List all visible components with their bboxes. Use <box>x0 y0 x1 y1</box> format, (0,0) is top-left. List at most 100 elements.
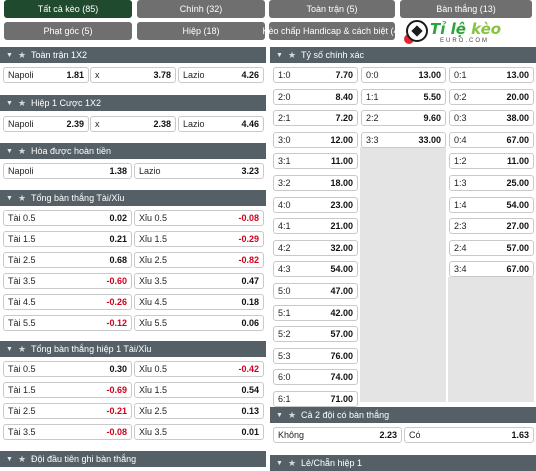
chevron-down-icon[interactable]: ▼ <box>276 459 283 467</box>
odds-cell-over[interactable]: Tài 5.5 -0.12 <box>3 315 132 331</box>
score-cell[interactable]: 1:2 11.00 <box>449 153 534 169</box>
section-header-odd-even-half1[interactable]: ▼ ★ Lẻ/Chẵn hiệp 1 <box>270 455 536 471</box>
chevron-down-icon[interactable]: ▼ <box>6 99 13 107</box>
score-cell[interactable]: 2:3 27.00 <box>449 218 534 234</box>
score-cell[interactable]: 1:4 54.00 <box>449 197 534 213</box>
score-cell[interactable]: 3:2 18.00 <box>273 175 358 191</box>
score-cell[interactable]: 5:0 47.00 <box>273 283 358 299</box>
score-cell[interactable]: 0:0 13.00 <box>361 67 446 83</box>
section-header-draw-no-bet[interactable]: ▼ ★ Hòa được hoàn tiền <box>0 143 266 159</box>
odds-cell-under[interactable]: Xỉu 3.5 0.01 <box>134 424 264 440</box>
chevron-down-icon[interactable]: ▼ <box>276 51 283 59</box>
score-cell[interactable]: 0:3 38.00 <box>449 110 534 126</box>
odds-cell-under[interactable]: Xỉu 5.5 0.06 <box>134 315 264 331</box>
tab-corners[interactable]: Phạt góc (5) <box>4 22 132 40</box>
score-cell[interactable]: 5:2 57.00 <box>273 326 358 342</box>
score-cell[interactable]: 4:3 54.00 <box>273 261 358 277</box>
odds-label: 2:3 <box>454 221 467 231</box>
tab-full-match[interactable]: Toàn trận (5) <box>269 0 395 18</box>
score-cell[interactable]: 3:4 67.00 <box>449 261 534 277</box>
star-icon[interactable]: ★ <box>17 97 27 108</box>
score-cell[interactable]: 3:1 11.00 <box>273 153 358 169</box>
odds-cell-over[interactable]: Tài 0.5 0.02 <box>3 210 132 226</box>
score-cell[interactable]: 6:0 74.00 <box>273 369 358 385</box>
odds-cell-under[interactable]: Xỉu 3.5 0.47 <box>134 273 264 289</box>
score-cell[interactable]: 4:2 32.00 <box>273 240 358 256</box>
odds-cell-over[interactable]: Tài 0.5 0.30 <box>3 361 132 377</box>
odds-value: 2.38 <box>153 119 171 129</box>
score-cell[interactable]: 5:1 42.00 <box>273 305 358 321</box>
chevron-down-icon[interactable]: ▼ <box>6 455 13 463</box>
section-header-total-goals[interactable]: ▼ ★ Tổng bàn thắng Tài/Xỉu <box>0 190 266 206</box>
score-cell[interactable]: 2:4 57.00 <box>449 240 534 256</box>
odds-cell-away[interactable]: Lazio 4.46 <box>178 116 264 132</box>
odds-cell-no[interactable]: Không 2.23 <box>273 427 402 443</box>
score-cell[interactable]: 0:1 13.00 <box>449 67 534 83</box>
tab-handicap[interactable]: Kèo chấp Handicap & cách biệt (4) <box>262 22 402 40</box>
star-icon[interactable]: ★ <box>287 49 297 60</box>
odds-value: 5.50 <box>423 92 441 102</box>
section-header-full-1x2[interactable]: ▼ ★ Toàn trận 1X2 <box>0 47 266 63</box>
odds-cell-away[interactable]: Lazio 4.26 <box>178 67 264 83</box>
odds-cell-over[interactable]: Tài 4.5 -0.26 <box>3 294 132 310</box>
tab-goals[interactable]: Bàn thắng (13) <box>400 0 532 18</box>
chevron-down-icon[interactable]: ▼ <box>276 411 283 419</box>
odds-cell-away[interactable]: Lazio 3.23 <box>134 163 264 179</box>
chevron-down-icon[interactable]: ▼ <box>6 51 13 59</box>
odds-cell-under[interactable]: Xỉu 2.5 0.13 <box>134 403 264 419</box>
odds-cell-draw[interactable]: x 2.38 <box>90 116 176 132</box>
score-cell[interactable]: 5:3 76.00 <box>273 348 358 364</box>
tab-main[interactable]: Chính (32) <box>137 0 265 18</box>
tab-all-odds[interactable]: Tất cả kèo (85) <box>4 0 132 18</box>
odds-cell-over[interactable]: Tài 1.5 0.21 <box>3 231 132 247</box>
star-icon[interactable]: ★ <box>17 192 27 203</box>
star-icon[interactable]: ★ <box>17 453 27 464</box>
odds-value: 2.23 <box>379 430 397 440</box>
odds-cell-yes[interactable]: Có 1.63 <box>404 427 534 443</box>
score-cell[interactable]: 6:1 71.00 <box>273 391 358 407</box>
score-cell[interactable]: 3:3 33.00 <box>361 132 446 148</box>
score-cell[interactable]: 1:3 25.00 <box>449 175 534 191</box>
score-cell[interactable]: 4:0 23.00 <box>273 197 358 213</box>
odds-cell-draw[interactable]: x 3.78 <box>90 67 176 83</box>
section-header-correct-score[interactable]: ▼ ★ Tỷ số chính xác <box>270 47 536 63</box>
star-icon[interactable]: ★ <box>17 343 27 354</box>
chevron-down-icon[interactable]: ▼ <box>6 194 13 202</box>
odds-label: Tài 1.5 <box>8 385 36 395</box>
tab-half[interactable]: Hiệp (18) <box>137 22 265 40</box>
star-icon[interactable]: ★ <box>17 49 27 60</box>
score-cell[interactable]: 0:4 67.00 <box>449 132 534 148</box>
star-icon[interactable]: ★ <box>287 409 297 420</box>
odds-cell-home[interactable]: Napoli 2.39 <box>3 116 89 132</box>
section-header-first-scorer[interactable]: ▼ ★ Đội đầu tiên ghi bàn thắng <box>0 451 266 467</box>
score-cell[interactable]: 1:0 7.70 <box>273 67 358 83</box>
odds-cell-over[interactable]: Tài 2.5 0.68 <box>3 252 132 268</box>
section-header-both-score[interactable]: ▼ ★ Cả 2 đội có bàn thắng <box>270 407 536 423</box>
odds-cell-under[interactable]: Xỉu 0.5 -0.42 <box>134 361 264 377</box>
score-cell[interactable]: 3:0 12.00 <box>273 132 358 148</box>
site-logo[interactable]: Tỉ lệ kèo EURO.COM <box>404 20 516 46</box>
chevron-down-icon[interactable]: ▼ <box>6 345 13 353</box>
odds-cell-over[interactable]: Tài 1.5 -0.69 <box>3 382 132 398</box>
odds-cell-under[interactable]: Xỉu 1.5 0.54 <box>134 382 264 398</box>
odds-cell-over[interactable]: Tài 3.5 -0.60 <box>3 273 132 289</box>
odds-cell-over[interactable]: Tài 3.5 -0.08 <box>3 424 132 440</box>
odds-cell-home[interactable]: Napoli 1.81 <box>3 67 89 83</box>
odds-cell-under[interactable]: Xỉu 0.5 -0.08 <box>134 210 264 226</box>
odds-cell-under[interactable]: Xỉu 1.5 -0.29 <box>134 231 264 247</box>
section-header-half1-total-goals[interactable]: ▼ ★ Tổng bàn thắng hiệp 1 Tài/Xỉu <box>0 341 266 357</box>
chevron-down-icon[interactable]: ▼ <box>6 147 13 155</box>
score-cell[interactable]: 2:2 9.60 <box>361 110 446 126</box>
score-cell[interactable]: 4:1 21.00 <box>273 218 358 234</box>
score-cell[interactable]: 2:1 7.20 <box>273 110 358 126</box>
odds-cell-under[interactable]: Xỉu 4.5 0.18 <box>134 294 264 310</box>
section-header-half1-1x2[interactable]: ▼ ★ Hiệp 1 Cược 1X2 <box>0 95 266 111</box>
score-cell[interactable]: 2:0 8.40 <box>273 89 358 105</box>
score-cell[interactable]: 0:2 20.00 <box>449 89 534 105</box>
score-cell[interactable]: 1:1 5.50 <box>361 89 446 105</box>
odds-cell-over[interactable]: Tài 2.5 -0.21 <box>3 403 132 419</box>
star-icon[interactable]: ★ <box>17 145 27 156</box>
odds-cell-home[interactable]: Napoli 1.38 <box>3 163 132 179</box>
star-icon[interactable]: ★ <box>287 457 297 468</box>
odds-cell-under[interactable]: Xỉu 2.5 -0.82 <box>134 252 264 268</box>
